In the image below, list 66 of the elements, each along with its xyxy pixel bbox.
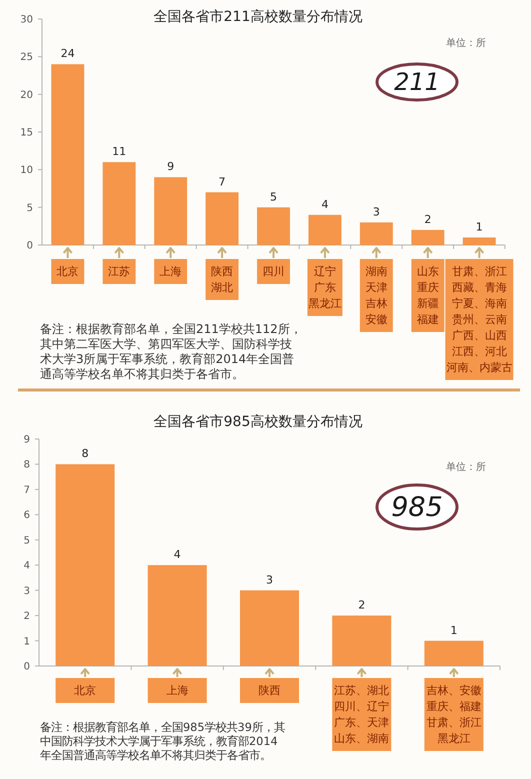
y-tick-label: 4 bbox=[24, 560, 30, 572]
chart-title: 全国各省市985高校数量分布情况 bbox=[154, 414, 362, 430]
data-label: 4 bbox=[321, 198, 328, 211]
bar bbox=[51, 64, 84, 245]
data-label: 9 bbox=[167, 160, 174, 174]
x-tick-label: 吉林、安徽重庆、福建甘肃、浙江黑龙江 bbox=[426, 684, 482, 745]
data-label: 11 bbox=[112, 145, 126, 158]
y-tick-label: 30 bbox=[20, 14, 33, 26]
y-tick-label: 9 bbox=[24, 434, 30, 446]
annotation: 单位：所 bbox=[446, 461, 486, 473]
bar bbox=[206, 192, 239, 245]
data-label: 24 bbox=[60, 47, 75, 60]
x-tick-label: 陕西湖北 bbox=[211, 265, 234, 294]
bar bbox=[257, 207, 290, 245]
y-tick-label: 1 bbox=[24, 636, 30, 648]
y-tick-label: 6 bbox=[24, 510, 30, 522]
y-tick-label: 15 bbox=[20, 128, 33, 138]
data-label: 3 bbox=[372, 205, 380, 218]
annotation: 单位：所 bbox=[446, 37, 486, 49]
x-tick-label: 辽宁广东黑龙江 bbox=[308, 265, 342, 310]
bar bbox=[148, 565, 207, 666]
y-tick-label: 5 bbox=[26, 202, 33, 214]
y-tick-label: 20 bbox=[20, 90, 33, 101]
bar bbox=[411, 230, 444, 245]
text: 备注：根据教育部名单，全国985学校共39所，其中国防科学技术大学属于军事系统，教育部2014年全国普通高等学校名单不将其归类于各省市。 bbox=[40, 721, 285, 762]
data-label: 7 bbox=[218, 175, 226, 188]
annotation: 985 bbox=[391, 492, 443, 523]
data-label: 2 bbox=[358, 598, 366, 612]
bar bbox=[462, 237, 496, 245]
bar bbox=[240, 590, 300, 666]
y-tick-label: 10 bbox=[20, 165, 33, 176]
y-tick-label: 3 bbox=[24, 586, 30, 597]
x-tick-label: 陕西 bbox=[258, 684, 280, 697]
chart-title: 全国各省市211高校数量分布情况 bbox=[154, 9, 362, 25]
x-tick-label: 四川 bbox=[262, 265, 284, 278]
bar bbox=[332, 616, 392, 666]
x-tick-label: 北京 bbox=[74, 684, 96, 697]
bar bbox=[424, 640, 484, 666]
x-tick-label: 上海 bbox=[166, 684, 188, 697]
y-tick-label: 8 bbox=[24, 460, 30, 471]
x-tick-label: 上海 bbox=[160, 265, 182, 278]
data-label: 5 bbox=[270, 190, 277, 204]
bar bbox=[308, 214, 342, 245]
data-label: 3 bbox=[266, 573, 273, 586]
y-tick-label: 5 bbox=[24, 535, 30, 546]
text: 备注：根据教育部名单，全国211学校共112所，其中第二军医大学、第四军医大学、国防科学技术大学3所属于军事系统，教育部2014年全国普通高等学校名单不将其归类于各省市。 bbox=[40, 322, 302, 381]
x-tick-label: 湖南天津吉林安徽 bbox=[365, 265, 388, 326]
y-tick-label: 0 bbox=[26, 240, 33, 252]
x-tick-label: 江苏、湖北四川、辽宁广东、天津山东、湖南 bbox=[334, 684, 390, 745]
x-tick-label: 山东重庆新疆福建 bbox=[416, 265, 439, 326]
y-tick-label: 7 bbox=[24, 484, 30, 496]
data-label: 2 bbox=[424, 212, 432, 226]
data-label: 1 bbox=[476, 220, 483, 234]
y-tick-label: 2 bbox=[24, 611, 30, 622]
data-label: 4 bbox=[174, 548, 181, 562]
y-tick-label: 25 bbox=[20, 52, 33, 64]
annotation: 211 bbox=[394, 68, 440, 96]
x-tick-label: 江苏 bbox=[108, 265, 130, 278]
bar bbox=[360, 222, 393, 245]
bar bbox=[102, 162, 136, 245]
bar bbox=[154, 177, 188, 245]
data-label: 8 bbox=[82, 447, 89, 460]
y-tick-label: 0 bbox=[24, 662, 30, 672]
x-tick-label: 北京 bbox=[56, 265, 79, 278]
bar bbox=[56, 464, 115, 666]
data-label: 1 bbox=[450, 624, 458, 637]
